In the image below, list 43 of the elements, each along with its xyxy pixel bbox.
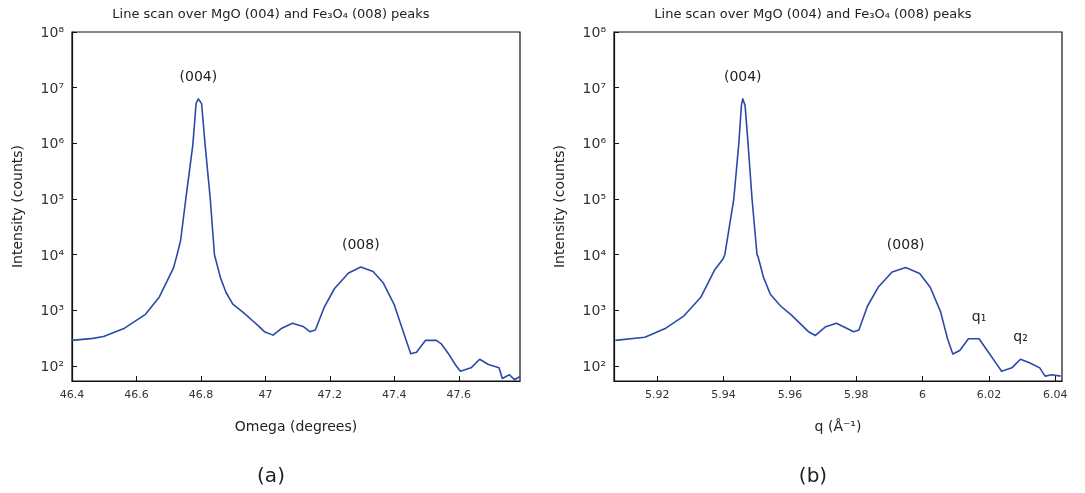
y-tick-label: 10⁷ [582, 79, 606, 96]
x-axis-title: q (Å⁻¹) [814, 418, 862, 434]
x-tick-label: 6.02 [976, 388, 1002, 401]
line-series [614, 98, 1062, 377]
text: (a) [257, 463, 285, 487]
annotation: (004) [179, 67, 218, 84]
x-tick-label: 6.04 [1043, 388, 1068, 401]
y-tick-label: 10⁸ [40, 24, 65, 40]
x-tick-label: 46.8 [188, 388, 214, 401]
annotation: (008) [341, 236, 380, 253]
annotation: (004) [723, 67, 762, 84]
x-tick-label: 5.94 [711, 388, 736, 401]
x-tick-label: 5.96 [777, 388, 803, 401]
x-tick-label: 47 [258, 388, 273, 401]
y-tick-label: 10⁴ [40, 246, 65, 263]
y-tick-label: 10² [40, 358, 64, 375]
y-tick-label: 10⁵ [40, 191, 64, 208]
y-tick-label: 10⁶ [582, 135, 607, 152]
y-tick-label: 10³ [40, 302, 64, 319]
chart-title: Line scan over MgO (004) and Fe₃O₄ (008) peaks [654, 6, 972, 21]
x-tick-label: 47.4 [382, 388, 407, 401]
x-tick-label: 47.2 [317, 388, 343, 401]
annotation: (008) [886, 236, 925, 253]
y-axis-title: Intensity (counts) [551, 144, 567, 269]
y-tick-label: 10⁷ [40, 79, 64, 96]
x-tick-label: 47.6 [446, 388, 472, 401]
y-tick-label: 10⁶ [40, 135, 65, 152]
x-tick-label: 5.92 [644, 388, 670, 401]
x-axis-title: Omega (degrees) [234, 418, 358, 434]
x-tick-label: 46.6 [124, 388, 149, 401]
y-axis-title: Intensity (counts) [9, 144, 25, 269]
chart-title: Line scan over MgO (004) and Fe₃O₄ (008) peaks [112, 6, 430, 21]
y-tick-label: 10³ [582, 302, 606, 319]
y-tick-label: 10⁵ [582, 191, 606, 208]
text: (b) [798, 463, 828, 487]
x-tick-label: 5.98 [844, 388, 869, 401]
annotation: q₁ [971, 307, 987, 324]
y-tick-label: 10² [582, 358, 606, 375]
y-tick-label: 10⁴ [582, 246, 607, 263]
x-tick-label: 6 [919, 388, 927, 401]
y-tick-label: 10⁸ [582, 24, 607, 40]
x-tick-label: 46.4 [59, 388, 85, 401]
annotation: q₂ [1013, 328, 1028, 345]
